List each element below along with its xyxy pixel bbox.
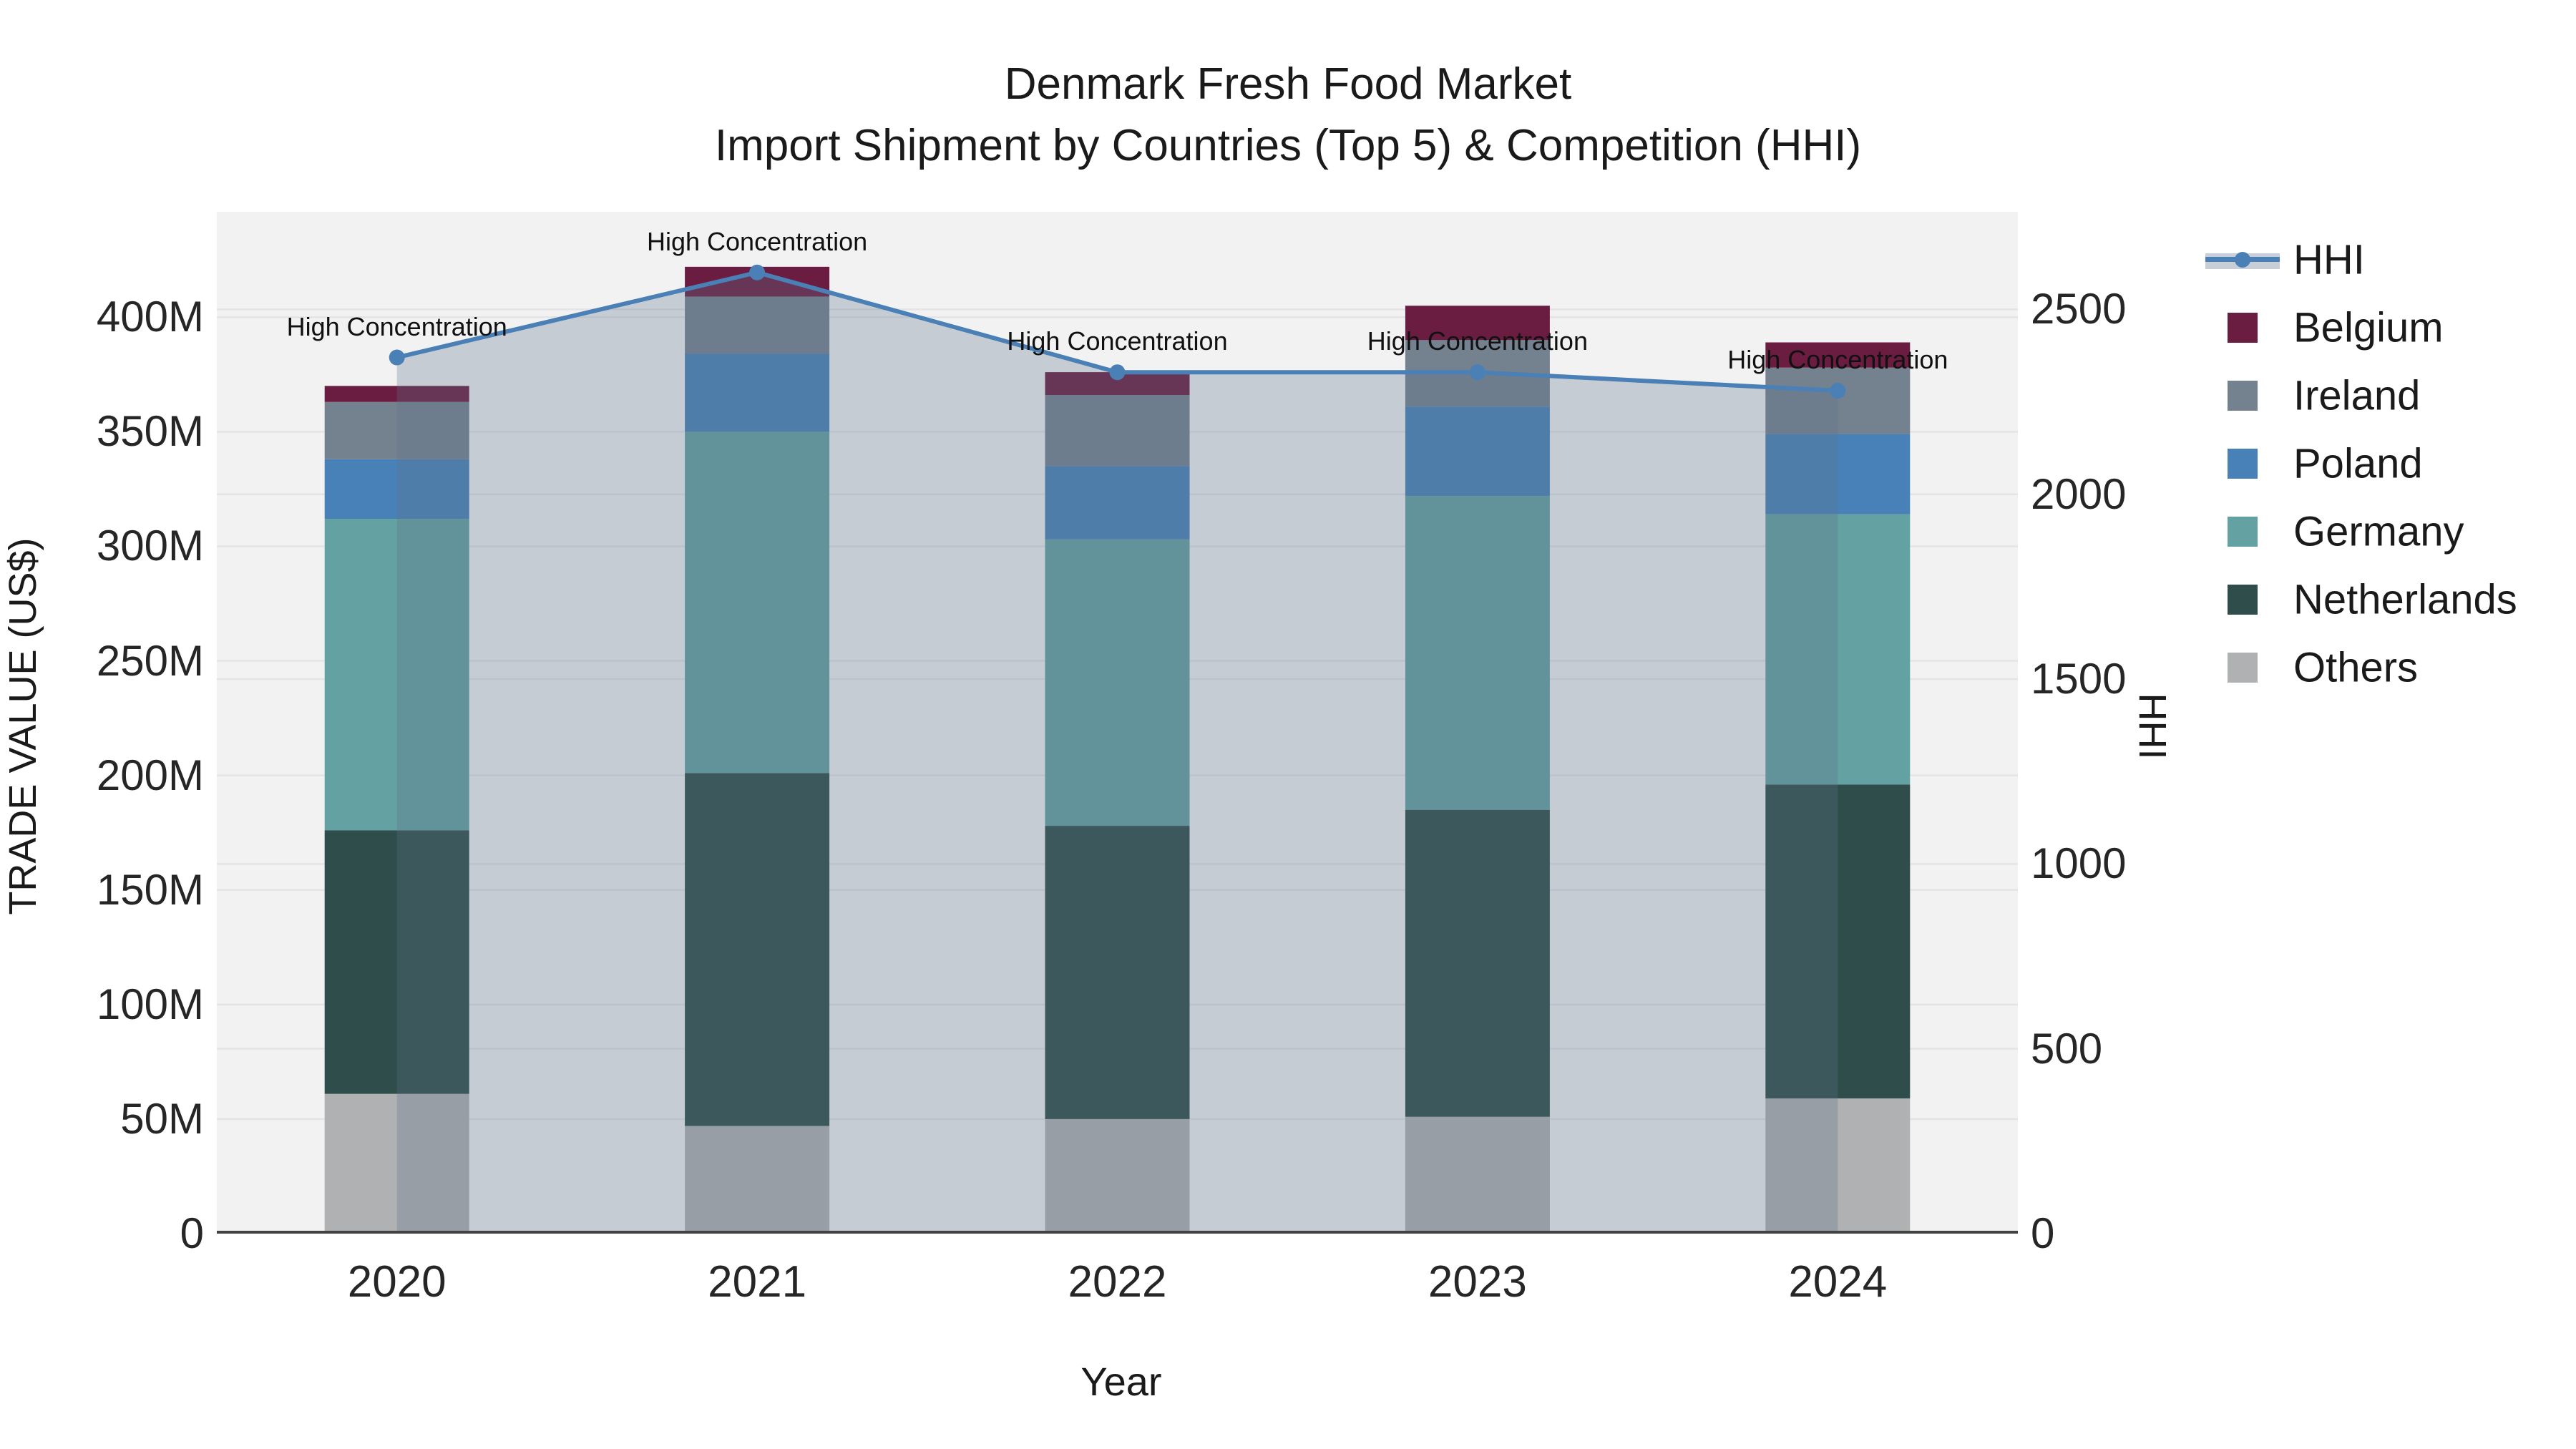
- legend-line-sample-hhi: [2205, 225, 2280, 293]
- annotation-high-concentration-2020: High Concentration: [286, 311, 507, 341]
- annotation-high-concentration-2021: High Concentration: [647, 226, 868, 256]
- bar-segment-belgium-2023: [1405, 306, 1550, 341]
- hhi-marker-2020: [389, 349, 405, 366]
- legend-label-hhi: HHI: [2293, 236, 2365, 283]
- y-left-tick-100M: 100M: [96, 980, 204, 1028]
- bar-segment-others-2024: [1765, 1098, 1911, 1234]
- bar-segment-germany-2023: [1405, 496, 1550, 810]
- bar-segment-germany-2024: [1765, 514, 1911, 785]
- y-right-tick-0: 0: [2031, 1209, 2055, 1257]
- x-tick-2021: 2021: [708, 1257, 807, 1307]
- bar-segment-netherlands-2022: [1045, 826, 1190, 1119]
- y-right-tick-1500: 1500: [2031, 655, 2127, 703]
- legend-label-netherlands: Netherlands: [2293, 576, 2517, 623]
- x-tick-2020: 2020: [347, 1257, 447, 1307]
- legend-swatch-ireland: [2228, 380, 2258, 411]
- bar-segment-ireland-2024: [1765, 367, 1911, 434]
- legend: HHI Belgium Ireland Poland Germany Netherland…: [2202, 225, 2575, 701]
- chart-title-line1: Denmark Fresh Food Market: [1004, 59, 1572, 109]
- x-tick-2023: 2023: [1428, 1257, 1527, 1307]
- x-tick-2022: 2022: [1068, 1257, 1167, 1307]
- legend-item-others: Others: [2202, 633, 2575, 701]
- legend-item-ireland: Ireland: [2202, 361, 2575, 429]
- hhi-marker-2021: [749, 264, 766, 280]
- y-left-tick-350M: 350M: [96, 407, 204, 456]
- bar-segment-belgium-2020: [324, 386, 469, 402]
- chart-title-line2: Import Shipment by Countries (Top 5) & C…: [714, 121, 1862, 170]
- y-right-tick-1000: 1000: [2031, 839, 2127, 888]
- bar-segment-netherlands-2021: [685, 773, 830, 1126]
- legend-swatch-poland: [2228, 448, 2258, 479]
- legend-label-others: Others: [2293, 644, 2419, 691]
- annotation-high-concentration-2022: High Concentration: [1007, 326, 1228, 356]
- y-axis-right-title: HHI: [2131, 693, 2174, 760]
- bar-segment-poland-2023: [1405, 406, 1550, 497]
- y-left-tick-50M: 50M: [120, 1094, 204, 1143]
- y-left-tick-250M: 250M: [96, 636, 204, 685]
- bar-segment-others-2022: [1045, 1118, 1190, 1234]
- bar-segment-ireland-2022: [1045, 395, 1190, 467]
- legend-label-germany: Germany: [2293, 508, 2464, 555]
- bar-segment-netherlands-2024: [1765, 784, 1911, 1099]
- y-left-tick-150M: 150M: [96, 865, 204, 914]
- hhi-marker-2024: [1830, 383, 1846, 399]
- hhi-marker-sample: [2235, 251, 2250, 268]
- bar-segment-others-2023: [1405, 1116, 1550, 1234]
- legend-item-belgium: Belgium: [2202, 293, 2575, 361]
- legend-swatch-germany: [2228, 516, 2258, 547]
- bar-segment-germany-2022: [1045, 539, 1190, 826]
- bar-segment-poland-2020: [324, 459, 469, 519]
- bar-segment-germany-2020: [324, 519, 469, 831]
- legend-label-belgium: Belgium: [2293, 304, 2444, 351]
- chart-svg: [217, 212, 2018, 1234]
- bar-segment-germany-2021: [685, 431, 830, 774]
- hhi-marker-2022: [1109, 364, 1126, 381]
- legend-item-netherlands: Netherlands: [2202, 565, 2575, 633]
- bar-segment-others-2020: [324, 1093, 469, 1234]
- bar-segment-netherlands-2023: [1405, 809, 1550, 1117]
- bar-segment-poland-2022: [1045, 466, 1190, 540]
- y-left-tick-400M: 400M: [96, 293, 204, 341]
- bar-segment-netherlands-2020: [324, 830, 469, 1094]
- bar-segment-poland-2024: [1765, 434, 1911, 514]
- legend-item-germany: Germany: [2202, 497, 2575, 565]
- plot-area: [217, 212, 2018, 1234]
- annotation-high-concentration-2023: High Concentration: [1367, 326, 1588, 356]
- bar-segment-ireland-2020: [324, 401, 469, 459]
- y-left-tick-0: 0: [180, 1209, 204, 1257]
- legend-swatch-others: [2228, 652, 2258, 683]
- legend-swatch-netherlands: [2228, 584, 2258, 615]
- hhi-marker-2023: [1469, 364, 1485, 381]
- legend-item-hhi: HHI: [2202, 225, 2575, 293]
- x-axis-title: Year: [1080, 1359, 1162, 1404]
- bar-segment-ireland-2021: [685, 296, 830, 354]
- y-right-tick-2000: 2000: [2031, 469, 2127, 518]
- x-tick-2024: 2024: [1788, 1257, 1888, 1307]
- hhi-area-fill: [396, 272, 1838, 1234]
- legend-item-poland: Poland: [2202, 429, 2575, 497]
- bar-segment-belgium-2024: [1765, 342, 1911, 368]
- y-left-tick-300M: 300M: [96, 522, 204, 570]
- y-left-tick-200M: 200M: [96, 751, 204, 799]
- legend-label-poland: Poland: [2293, 440, 2423, 487]
- y-right-tick-2500: 2500: [2031, 285, 2127, 333]
- annotation-high-concentration-2024: High Concentration: [1727, 345, 1948, 375]
- bar-segment-others-2021: [685, 1126, 830, 1234]
- legend-swatch-belgium: [2228, 312, 2258, 343]
- legend-label-ireland: Ireland: [2293, 372, 2421, 419]
- y-right-tick-500: 500: [2031, 1024, 2103, 1073]
- bar-segment-poland-2021: [685, 353, 830, 432]
